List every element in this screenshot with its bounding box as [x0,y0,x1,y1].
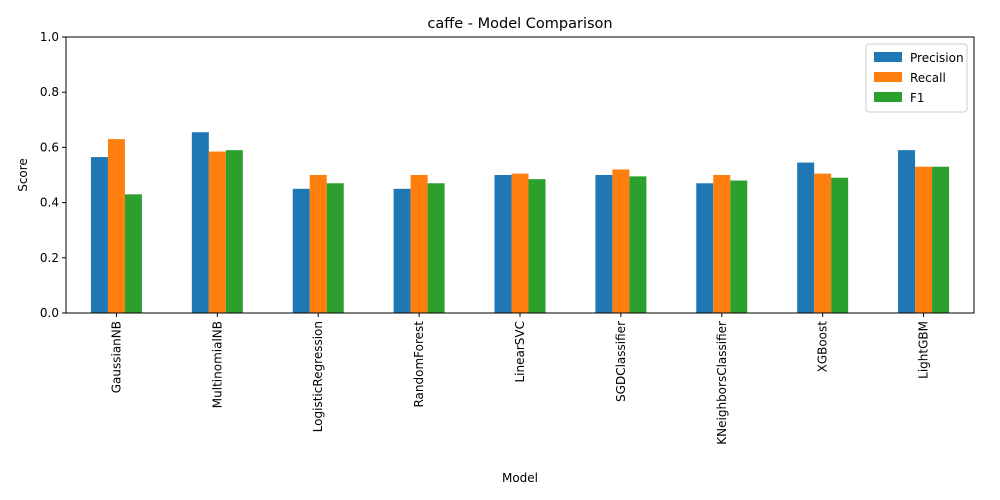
bars-group [90,132,950,313]
y-tick-label: 0.4 [40,196,59,210]
chart-title: caffe - Model Comparison [427,16,612,32]
legend-swatch-precision [874,52,902,62]
bar-precision-multinomialnb [191,132,209,313]
y-tick-label: 0.0 [40,306,59,320]
x-tick-label: GaussianNB [109,321,123,393]
bar-f1-xgboost [831,177,849,313]
bar-f1-multinomialnb [225,150,243,313]
bar-recall-lightgbm [915,166,933,313]
bar-f1-sgdclassifier [629,176,647,313]
bar-precision-sgdclassifier [595,175,613,313]
x-tick-label: MultinomialNB [210,321,224,408]
bar-precision-linearsvc [494,175,512,313]
x-tick-label: XGBoost [816,321,830,373]
y-axis-label: Score [16,158,30,192]
y-axis: 0.0 0.2 0.4 0.6 0.8 1.0 [40,30,66,320]
bar-recall-randomforest [410,175,428,313]
x-axis-label: Model [502,471,538,485]
bar-f1-randomforest [427,183,445,313]
x-tick-label: KNeighborsClassifier [715,321,729,445]
legend: Precision Recall F1 [865,43,968,113]
legend-swatch-recall [874,72,902,82]
legend-swatch-f1 [874,92,902,102]
bar-recall-linearsvc [511,173,529,313]
bar-f1-gaussiannb [124,194,142,313]
legend-label-precision: Precision [910,51,964,65]
x-axis: GaussianNB MultinomialNB LogisticRegressio… [109,313,931,445]
bar-recall-kneighborsclassifier [713,175,731,313]
bar-recall-sgdclassifier [612,169,630,313]
y-tick-label: 0.8 [40,85,59,99]
bar-precision-randomforest [393,188,411,313]
bar-precision-logisticregression [292,188,310,313]
bar-f1-linearsvc [528,179,546,313]
y-tick-label: 0.6 [40,140,59,154]
bar-precision-lightgbm [898,150,916,313]
x-tick-label: LinearSVC [513,321,527,383]
x-tick-label: LightGBM [917,321,931,379]
bar-recall-gaussiannb [107,139,125,313]
bar-recall-xgboost [814,173,832,313]
bar-f1-logisticregression [326,183,344,313]
y-tick-label: 0.2 [40,251,59,265]
bar-precision-kneighborsclassifier [696,183,714,313]
legend-label-recall: Recall [910,71,946,85]
bar-recall-logisticregression [309,175,327,313]
bar-precision-gaussiannb [90,157,108,313]
legend-label-f1: F1 [910,91,925,105]
x-tick-label: LogisticRegression [311,321,325,432]
y-tick-label: 1.0 [40,30,59,44]
bar-precision-xgboost [797,162,815,313]
bar-f1-kneighborsclassifier [730,180,748,313]
bar-recall-multinomialnb [208,151,226,313]
x-tick-label: RandomForest [412,321,426,408]
x-tick-label: SGDClassifier [614,321,628,402]
bar-f1-lightgbm [932,166,950,313]
